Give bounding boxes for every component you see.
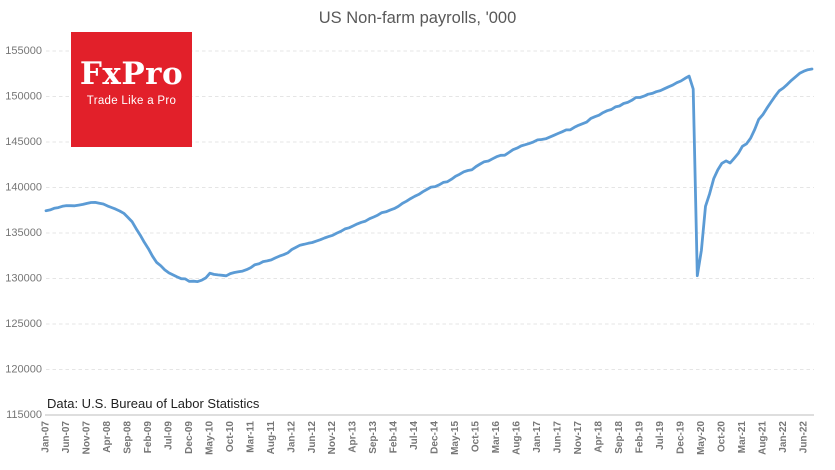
svg-text:Aug-11: Aug-11 (266, 421, 277, 455)
svg-text:Mar-16: Mar-16 (491, 421, 502, 454)
chart-title: US Non-farm payrolls, '000 (318, 9, 517, 27)
svg-text:Sep-13: Sep-13 (368, 421, 379, 454)
svg-text:Aug-16: Aug-16 (512, 421, 523, 455)
svg-text:Oct-10: Oct-10 (225, 421, 236, 453)
svg-text:Dec-14: Dec-14 (430, 421, 441, 454)
svg-text:May-15: May-15 (450, 421, 461, 455)
svg-text:120000: 120000 (5, 364, 42, 376)
svg-text:Dec-09: Dec-09 (184, 421, 195, 454)
svg-text:Oct-15: Oct-15 (471, 421, 482, 453)
svg-text:Feb-19: Feb-19 (635, 421, 646, 454)
svg-text:135000: 135000 (5, 227, 42, 239)
svg-text:140000: 140000 (5, 182, 42, 194)
svg-text:Nov-17: Nov-17 (573, 421, 584, 455)
svg-text:Apr-08: Apr-08 (102, 421, 113, 453)
svg-text:Jul-14: Jul-14 (409, 421, 420, 450)
svg-text:Jan-07: Jan-07 (41, 421, 52, 453)
svg-text:Mar-21: Mar-21 (737, 421, 748, 454)
svg-text:Dec-19: Dec-19 (675, 421, 686, 454)
svg-text:125000: 125000 (5, 318, 42, 330)
fxpro-wordmark: FxPro (79, 56, 184, 93)
fxpro-tagline: Trade Like a Pro (86, 94, 177, 107)
svg-text:May-20: May-20 (696, 421, 707, 455)
svg-text:150000: 150000 (5, 91, 42, 103)
source-note: Data: U.S. Bureau of Labor Statistics (47, 396, 260, 411)
x-axis-labels: Jan-07 Jun-07 Nov-07 Apr-08 Sep-08 Feb-09 Jul-… (41, 421, 810, 455)
payrolls-series-line (44, 67, 814, 283)
svg-text:Apr-13: Apr-13 (348, 421, 359, 453)
svg-text:Oct-20: Oct-20 (716, 421, 727, 453)
svg-text:Nov-07: Nov-07 (82, 421, 93, 455)
svg-text:Jan-22: Jan-22 (778, 421, 789, 453)
svg-text:Feb-14: Feb-14 (389, 421, 400, 454)
svg-text:Jun-07: Jun-07 (61, 421, 72, 454)
fxpro-logo: FxPro Trade Like a Pro (71, 32, 192, 147)
svg-text:May-10: May-10 (204, 421, 215, 455)
svg-text:130000: 130000 (5, 273, 42, 285)
svg-text:Nov-12: Nov-12 (327, 421, 338, 455)
svg-text:Apr-18: Apr-18 (594, 421, 605, 453)
svg-text:Sep-18: Sep-18 (614, 421, 625, 454)
svg-text:Jul-09: Jul-09 (163, 421, 174, 450)
svg-text:145000: 145000 (5, 136, 42, 148)
svg-text:Sep-08: Sep-08 (122, 421, 133, 454)
svg-text:Jan-17: Jan-17 (532, 421, 543, 453)
svg-text:Jun-12: Jun-12 (307, 421, 318, 454)
svg-text:115000: 115000 (6, 409, 42, 421)
svg-text:Jun-22: Jun-22 (798, 421, 809, 454)
svg-text:Jun-17: Jun-17 (553, 421, 564, 454)
svg-text:Jan-12: Jan-12 (286, 421, 297, 453)
svg-text:Jul-19: Jul-19 (655, 421, 666, 450)
svg-text:155000: 155000 (5, 45, 42, 57)
svg-text:Mar-11: Mar-11 (245, 421, 256, 453)
y-axis-labels: 115000 120000 125000 130000 135000 140000 1450… (5, 45, 42, 421)
svg-text:Feb-09: Feb-09 (143, 421, 154, 454)
gridlines (46, 50, 814, 370)
svg-text:Aug-21: Aug-21 (757, 421, 768, 455)
